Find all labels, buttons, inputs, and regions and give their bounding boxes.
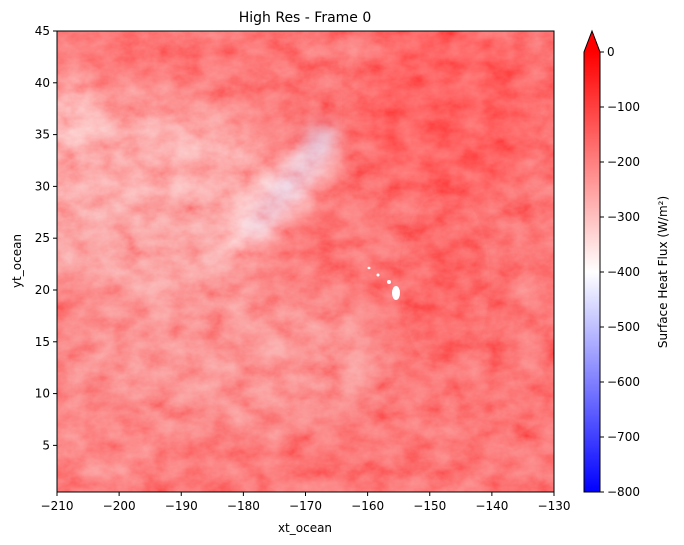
heatmap-texture <box>57 31 554 492</box>
colorbar-tick-label: −500 <box>607 320 640 334</box>
colorbar-tick-label: −100 <box>607 100 640 114</box>
x-tick-label: −140 <box>475 499 508 513</box>
colorbar-extend-arrow <box>584 31 600 52</box>
y-tick-label: 45 <box>35 24 50 38</box>
islands-land <box>367 266 400 300</box>
y-tick-label: 20 <box>35 283 50 297</box>
colorbar-gradient <box>584 52 600 492</box>
y-tick-label: 15 <box>35 335 50 349</box>
heatmap-field <box>57 31 554 492</box>
colorbar-tick-label: −300 <box>607 210 640 224</box>
x-tick-label: −130 <box>538 499 571 513</box>
colorbar-label: Surface Heat Flux (W/m²) <box>656 196 670 348</box>
y-tick-label: 25 <box>35 231 50 245</box>
y-tick-label: 5 <box>42 438 50 452</box>
x-tick-label: −200 <box>103 499 136 513</box>
x-tick-label: −180 <box>227 499 260 513</box>
x-tick-label: −150 <box>413 499 446 513</box>
y-tick-label: 40 <box>35 76 50 90</box>
colorbar-tick-label: −600 <box>607 375 640 389</box>
y-tick-label: 10 <box>35 387 50 401</box>
y-tick-label: 35 <box>35 128 50 142</box>
colorbar-tick-label: 0 <box>607 45 615 59</box>
y-axis-label: yt_ocean <box>10 234 24 288</box>
colorbar-outline <box>583 29 601 493</box>
x-tick-label: −190 <box>165 499 198 513</box>
colorbar-tick-label: −700 <box>607 430 640 444</box>
colorbar-tick-label: −400 <box>607 265 640 279</box>
colorbar-ticks: 0 −100 −200 −300 −400 −500 −600 −700 −800 <box>600 45 640 499</box>
x-tick-label: −170 <box>289 499 322 513</box>
x-axis-label: xt_ocean <box>278 521 332 535</box>
x-tick-label: −210 <box>41 499 74 513</box>
chart-title: High Res - Frame 0 <box>239 10 372 26</box>
y-tick-label: 30 <box>35 179 50 193</box>
colorbar-tick-label: −800 <box>607 485 640 499</box>
x-axis: −210 −200 −190 −180 −170 −160 −150 −140 −130 <box>41 492 571 513</box>
colorbar-tick-label: −200 <box>607 155 640 169</box>
x-tick-label: −160 <box>351 499 384 513</box>
y-axis: 5 10 15 20 25 30 35 40 45 <box>35 24 57 452</box>
colorbar: 0 −100 −200 −300 −400 −500 −600 −700 −800 Surfac… <box>583 29 670 499</box>
